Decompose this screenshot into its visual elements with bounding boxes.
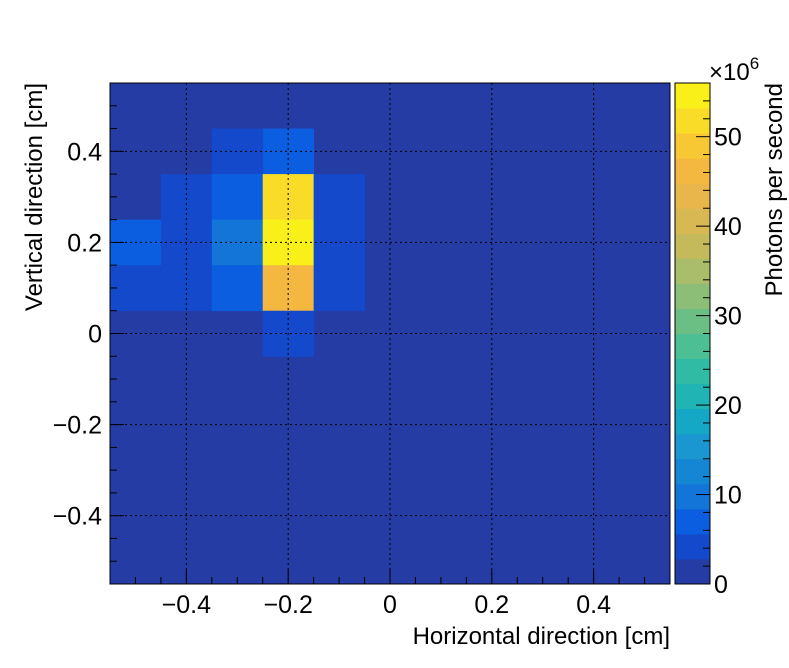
colorbar-swatch <box>675 333 710 360</box>
y-axis-ticks: −0.4 −0.2 0 0.2 0.4 <box>53 82 124 585</box>
heatmap-cell <box>313 265 365 312</box>
colorbar-swatch <box>675 558 710 585</box>
colorbar-swatch <box>675 533 710 560</box>
heatmap-cell <box>160 174 213 221</box>
colorbar-swatch <box>675 358 710 385</box>
heatmap-cell <box>262 174 315 221</box>
z-tick-label: 20 <box>714 392 742 420</box>
colorbar-swatch <box>675 483 710 510</box>
y-tick-label: 0 <box>88 321 102 349</box>
colorbar-ticks: 0 10 20 30 40 50 <box>696 82 742 599</box>
colorbar-swatch <box>675 283 710 309</box>
heatmap-cell <box>211 265 264 312</box>
colorbar-swatch <box>675 433 710 460</box>
colorbar-swatch <box>675 208 710 234</box>
colorbar-swatch <box>675 183 710 209</box>
z-tick-label: 0 <box>714 571 728 599</box>
heatmap-cell <box>110 265 162 312</box>
colorbar-swatch <box>675 408 710 435</box>
grid-lines <box>110 83 670 584</box>
z-tick-label: 10 <box>714 482 742 510</box>
color-scale-bar <box>675 83 710 585</box>
z-tick-label: 50 <box>714 124 742 152</box>
y-tick-label: 0.4 <box>67 138 102 166</box>
y-tick-label: 0.2 <box>67 229 102 257</box>
x-tick-label: 0.4 <box>576 591 611 619</box>
colorbar-swatch <box>675 458 710 485</box>
colorbar-multiplier-base: ×10 <box>709 59 750 86</box>
colorbar-multiplier-exponent: 6 <box>750 54 759 73</box>
colorbar-multiplier: ×106 <box>709 54 759 86</box>
colorbar-swatch <box>675 158 710 184</box>
x-axis-ticks: −0.4 −0.2 0 0.2 0.4 <box>109 570 671 619</box>
x-tick-label: −0.2 <box>264 591 313 619</box>
colorbar-swatch <box>675 83 710 109</box>
x-axis-title: Horizontal direction [cm] <box>413 623 670 650</box>
colorbar-swatch <box>675 108 710 134</box>
y-tick-label: −0.4 <box>53 503 102 531</box>
heatmap-cell <box>313 174 365 221</box>
x-tick-label: 0.2 <box>474 591 509 619</box>
colorbar-swatch <box>675 233 710 259</box>
x-tick-label: 0 <box>383 591 397 619</box>
colorbar-swatch <box>675 308 710 334</box>
z-tick-label: 30 <box>714 303 742 331</box>
x-tick-label: −0.4 <box>162 591 211 619</box>
z-tick-label: 40 <box>714 213 742 241</box>
y-axis-title: Vertical direction [cm] <box>21 83 48 311</box>
heatmap-cell <box>211 174 264 221</box>
colorbar-title: Photons per second <box>761 83 788 296</box>
y-tick-label: −0.2 <box>53 412 102 440</box>
